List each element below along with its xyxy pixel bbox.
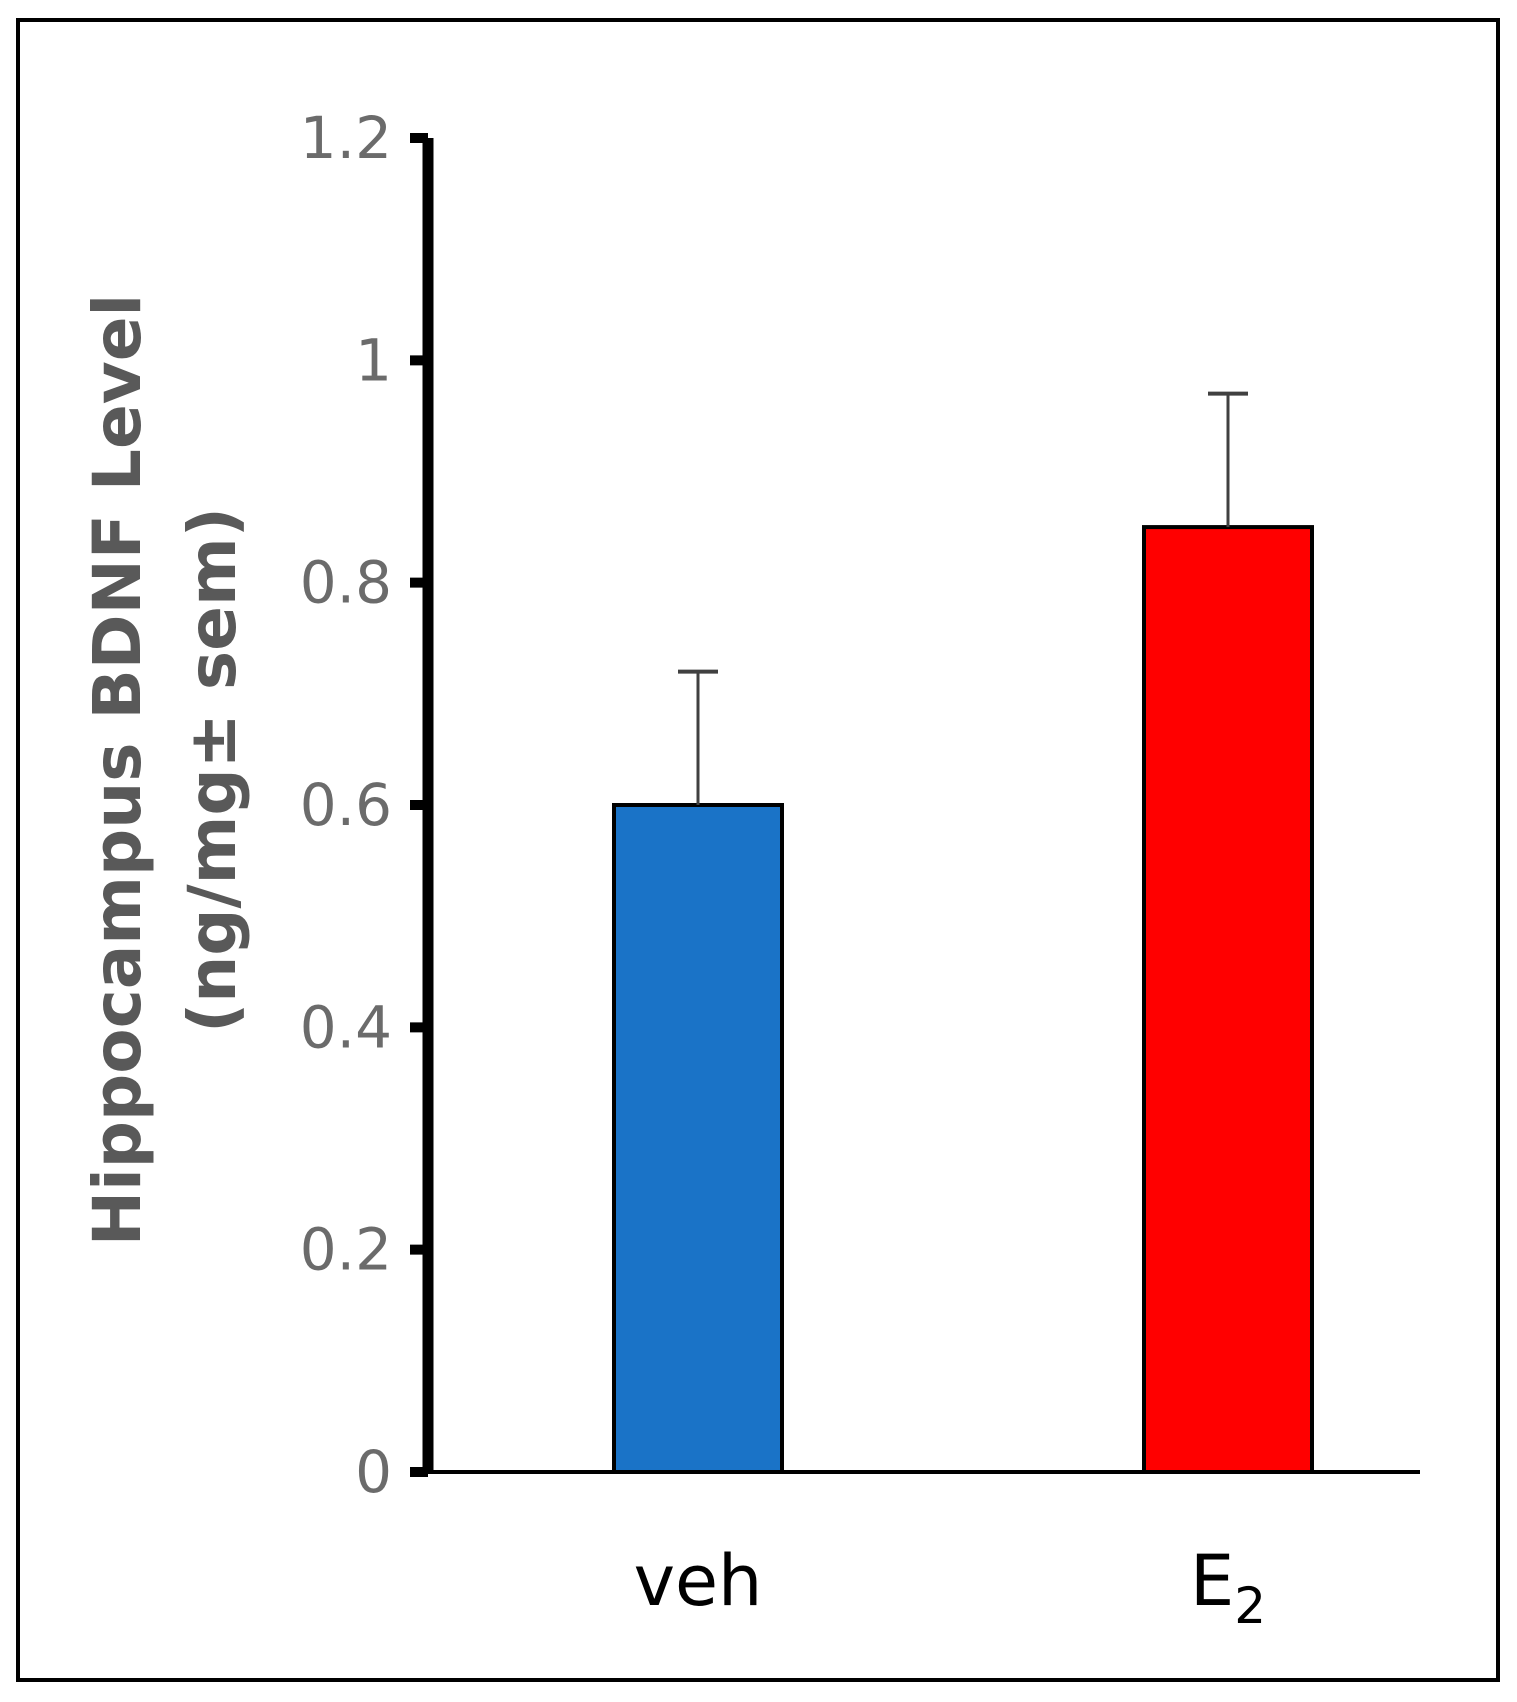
- bar-e2: [1142, 525, 1314, 1474]
- x-tick-label: veh: [634, 1540, 763, 1622]
- y-axis-title-line-1: Hippocampus BDNF Level: [79, 294, 156, 1246]
- bar-veh: [612, 803, 784, 1474]
- y-tick-label: 0.6: [300, 771, 392, 839]
- y-tick-label: 0.4: [300, 993, 392, 1061]
- bars-group: [612, 525, 1314, 1474]
- y-tick-label: 0.2: [300, 1216, 392, 1284]
- y-axis-title-line-2: (ng/mg± sem): [174, 507, 251, 1033]
- y-tick-label: 0: [355, 1438, 392, 1506]
- error-bars-group: [678, 391, 1248, 805]
- y-ticks-group: 0 0.2 0.4 0.6 0.8 1 1.2: [300, 104, 428, 1506]
- y-tick-label: 0.8: [300, 549, 392, 617]
- y-tick-label: 1.2: [300, 104, 392, 172]
- y-tick-label: 1: [355, 326, 392, 394]
- y-axis-title: Hippocampus BDNF Level (ng/mg± sem): [79, 294, 251, 1246]
